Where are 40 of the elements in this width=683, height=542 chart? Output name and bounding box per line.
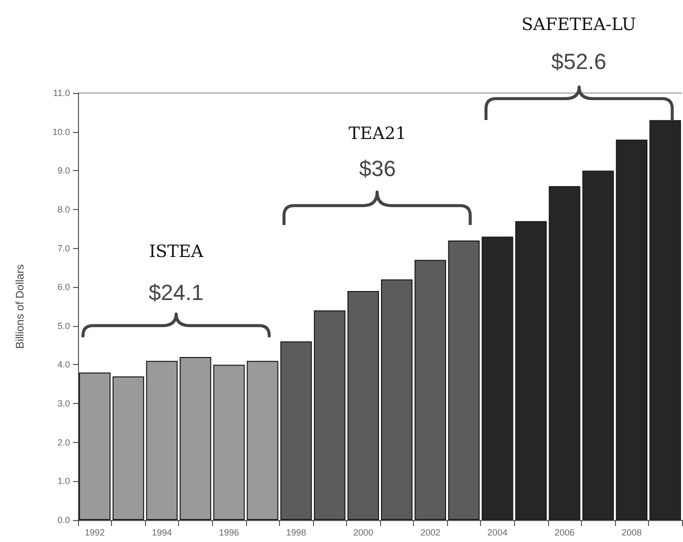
x-tick-label: 2002 bbox=[420, 528, 440, 538]
x-tick-label: 1998 bbox=[286, 528, 306, 538]
bar bbox=[213, 364, 245, 520]
bar bbox=[616, 140, 648, 520]
x-tick-label: 2004 bbox=[487, 528, 508, 538]
text: SAFETEA-LU bbox=[522, 15, 636, 36]
y-tick-label: 3.0 bbox=[57, 398, 70, 409]
bar bbox=[180, 356, 212, 520]
annotation: ISTEA bbox=[148, 242, 204, 262]
x-tick-label: 1992 bbox=[84, 528, 105, 538]
bar bbox=[246, 360, 278, 520]
y-axis-title: Billions of Dollars bbox=[14, 264, 26, 349]
bar bbox=[515, 221, 547, 520]
y-tick-label: 7.0 bbox=[57, 243, 70, 254]
y-tick-label: 1.0 bbox=[57, 476, 70, 486]
x-tick-label: 1996 bbox=[218, 528, 240, 538]
annotation: $24.1 bbox=[148, 280, 204, 306]
y-tick-label: 6.0 bbox=[57, 282, 70, 292]
bar bbox=[548, 186, 580, 520]
bar bbox=[649, 120, 681, 520]
x-tick-label: 2000 bbox=[353, 528, 374, 538]
annotation: TEA21 bbox=[348, 124, 406, 144]
y-tick-label: 10.0 bbox=[52, 126, 70, 137]
y-tick-label: 5.0 bbox=[57, 320, 70, 331]
y-tick-label: 2.0 bbox=[57, 437, 70, 448]
y-tick-label: 8.0 bbox=[57, 204, 70, 214]
bar bbox=[146, 360, 178, 520]
bar bbox=[482, 236, 514, 520]
bar bbox=[582, 170, 614, 520]
y-tick-label: 11.0 bbox=[53, 88, 70, 98]
text: $52.6 bbox=[551, 48, 606, 75]
bar bbox=[112, 376, 144, 520]
y-tick-label: 0.0 bbox=[57, 515, 70, 525]
y-tick-label: 4.0 bbox=[57, 360, 70, 370]
annotation: $36 bbox=[359, 156, 396, 182]
x-tick-label: 1994 bbox=[152, 528, 172, 538]
bar bbox=[79, 372, 111, 520]
x-tick-label: 2008 bbox=[622, 528, 642, 538]
y-tick-label: 9.0 bbox=[57, 166, 70, 176]
x-tick-label: 2006 bbox=[554, 528, 575, 538]
